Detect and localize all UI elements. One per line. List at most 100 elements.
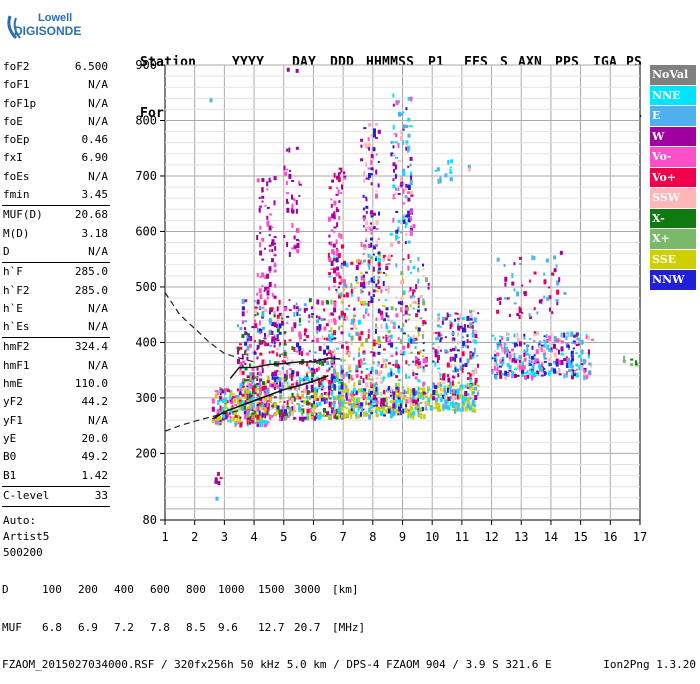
echo-point	[395, 133, 398, 138]
distance-cell-7: 1500	[258, 583, 285, 596]
echo-point	[385, 363, 387, 369]
echo-point	[303, 339, 307, 342]
echo-point	[274, 245, 277, 251]
echo-point	[343, 171, 346, 175]
param-row: MUF(D) 20.68	[2, 206, 110, 224]
echo-point	[407, 334, 410, 338]
echo-point	[301, 408, 305, 414]
echo-point	[380, 289, 383, 294]
echo-point	[266, 364, 270, 368]
echo-point	[336, 187, 339, 190]
echo-point	[214, 418, 218, 421]
echo-point	[375, 386, 378, 392]
echo-point	[385, 307, 389, 311]
echo-point	[474, 330, 478, 334]
profile-curve-upper	[229, 357, 341, 379]
echo-point	[338, 340, 342, 344]
echo-point	[405, 214, 407, 218]
echo-point	[264, 204, 267, 207]
echo-point	[330, 229, 334, 232]
echo-point	[338, 391, 341, 395]
echo-point	[583, 359, 586, 365]
echo-point	[273, 334, 276, 338]
echo-point	[355, 403, 358, 408]
echo-point	[456, 368, 459, 372]
echo-point	[278, 400, 282, 403]
echo-point	[469, 396, 472, 400]
echo-point	[330, 373, 334, 379]
echo-point	[273, 314, 276, 318]
echo-point	[301, 351, 303, 355]
echo-point	[353, 308, 355, 311]
echo-point	[630, 363, 634, 367]
echo-point	[303, 376, 306, 380]
echo-point	[241, 385, 245, 388]
echo-point	[370, 410, 374, 412]
echo-point	[580, 363, 583, 367]
echo-point	[315, 368, 318, 373]
echo-point	[407, 398, 411, 404]
echo-point	[415, 326, 418, 330]
echo-point	[540, 344, 544, 347]
echo-point	[410, 173, 413, 179]
echo-point	[476, 337, 479, 340]
echo-point	[412, 395, 416, 399]
echo-point	[432, 396, 436, 401]
echo-point	[318, 316, 321, 319]
echo-point	[523, 333, 526, 337]
param-row: foF2 6.500	[2, 58, 110, 76]
echo-point	[304, 328, 307, 333]
echo-point	[394, 410, 397, 414]
echo-point	[550, 332, 553, 337]
echo-point	[437, 345, 440, 349]
echo-point	[333, 301, 337, 307]
echo-point	[254, 314, 257, 317]
echo-point	[439, 179, 442, 184]
echo-point	[491, 370, 494, 375]
echo-point	[419, 365, 422, 369]
echo-point	[506, 332, 508, 336]
echo-point	[380, 406, 384, 410]
echo-point	[266, 421, 270, 424]
echo-point	[238, 404, 241, 410]
echo-point	[368, 393, 372, 399]
echo-point	[392, 193, 395, 197]
echo-point	[462, 340, 466, 346]
echo-point	[338, 402, 342, 407]
echo-point	[283, 352, 287, 356]
echo-point	[229, 391, 233, 395]
echo-point	[459, 357, 462, 363]
echo-point	[363, 127, 367, 130]
echo-point	[256, 348, 259, 351]
echo-point	[311, 408, 314, 411]
echo-point	[241, 393, 245, 397]
echo-point	[459, 325, 463, 329]
echo-point	[333, 172, 336, 178]
echo-point	[321, 300, 325, 306]
echo-point	[528, 279, 531, 283]
echo-point	[283, 332, 286, 335]
echo-point	[399, 176, 402, 182]
echo-point	[392, 403, 396, 409]
x-tick-label: 7	[340, 530, 347, 544]
echo-point	[251, 351, 255, 354]
echo-point	[320, 379, 324, 382]
echo-point	[566, 343, 570, 348]
echo-point	[256, 395, 260, 400]
echo-point	[281, 415, 283, 421]
echo-point	[286, 411, 290, 414]
echo-point	[556, 289, 560, 295]
echo-point	[513, 302, 517, 305]
echo-point	[333, 355, 336, 361]
echo-point	[363, 143, 367, 146]
echo-point	[533, 375, 537, 378]
echo-point	[338, 414, 341, 419]
echo-point	[268, 234, 271, 237]
echo-point	[424, 364, 428, 367]
param-value: 3.18	[81, 226, 109, 240]
param-key: foEp	[3, 133, 30, 147]
echo-point	[452, 405, 455, 408]
echo-point	[363, 247, 367, 250]
echo-point	[328, 333, 330, 337]
echo-point	[271, 383, 275, 387]
